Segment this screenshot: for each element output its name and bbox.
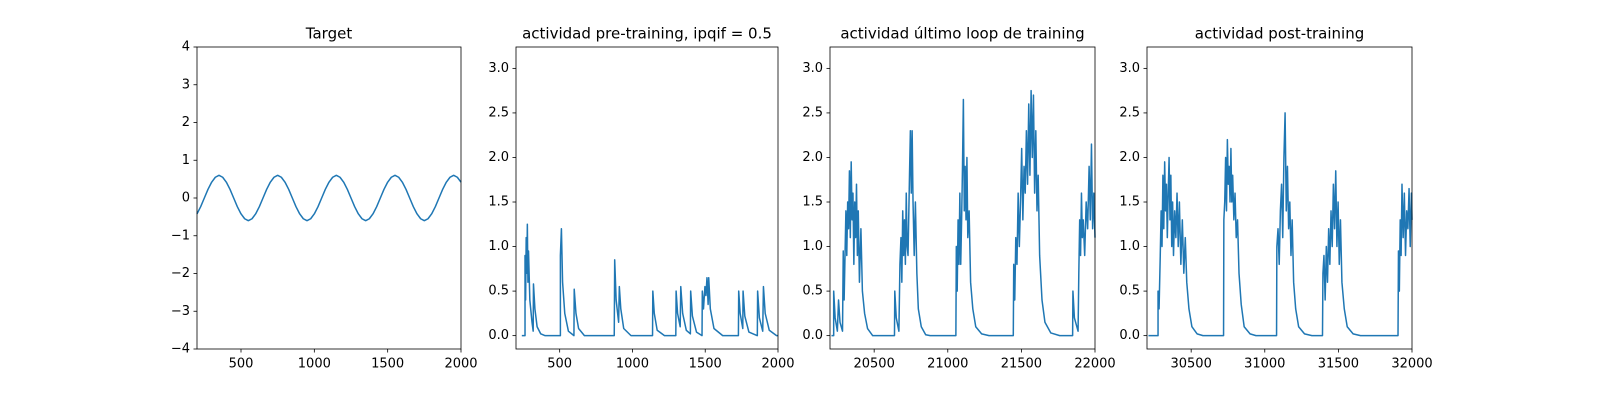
y-tick-label: 0.5 (488, 284, 509, 299)
y-tick-label: 3 (182, 77, 190, 92)
y-tick-label: 4 (182, 40, 190, 55)
x-tick-label: 21000 (927, 357, 968, 372)
x-tick-label: 30500 (1170, 357, 1211, 372)
y-tick-label: 3.0 (802, 61, 823, 76)
y-tick-label: 2.5 (488, 105, 509, 120)
y-tick-label: −1 (171, 228, 190, 243)
y-tick-label: 1.5 (1119, 195, 1140, 210)
x-tick-label: 1500 (689, 357, 722, 372)
y-tick-label: 1.5 (802, 195, 823, 210)
x-tick-label: 2000 (761, 357, 794, 372)
axes-frame (1146, 46, 1413, 350)
y-tick-label: 1.5 (488, 195, 509, 210)
y-tick-label: −3 (171, 304, 190, 319)
y-tick-label: 3.0 (488, 61, 509, 76)
x-tick-label: 1500 (371, 357, 404, 372)
axes-frame (515, 46, 779, 350)
y-tick-label: 0.0 (1119, 328, 1140, 343)
x-tick-label: 21500 (1001, 357, 1042, 372)
x-tick-label: 500 (547, 357, 572, 372)
x-tick-label: 20500 (853, 357, 894, 372)
data-line (521, 223, 778, 337)
data-line (831, 89, 1096, 337)
y-tick-label: 2.0 (802, 150, 823, 165)
y-tick-label: 0.0 (488, 328, 509, 343)
y-tick-label: 0.0 (802, 328, 823, 343)
chart-title: Target (305, 25, 353, 43)
y-tick-label: 0.5 (802, 284, 823, 299)
chart-title: actividad último loop de training (840, 25, 1084, 43)
chart-title: actividad post-training (1195, 25, 1364, 43)
y-tick-label: 2 (182, 115, 190, 130)
y-tick-label: −2 (171, 266, 190, 281)
y-tick-label: 0.5 (1119, 284, 1140, 299)
x-tick-label: 500 (229, 357, 254, 372)
x-tick-label: 31000 (1244, 357, 1285, 372)
y-tick-label: 2.5 (802, 105, 823, 120)
y-tick-label: 1.0 (488, 239, 509, 254)
x-tick-label: 1000 (616, 357, 649, 372)
x-tick-label: 31500 (1318, 357, 1359, 372)
axes-frame (829, 46, 1096, 350)
x-tick-label: 32000 (1391, 357, 1432, 372)
y-tick-label: 1 (182, 153, 190, 168)
data-line (1148, 112, 1413, 337)
axes-frame (196, 46, 462, 350)
y-tick-label: 1.0 (1119, 239, 1140, 254)
data-line (196, 174, 462, 222)
chart-title: actividad pre-training, ipqif = 0.5 (522, 25, 772, 43)
y-tick-label: 2.0 (488, 150, 509, 165)
x-tick-label: 1000 (298, 357, 331, 372)
x-tick-label: 22000 (1074, 357, 1115, 372)
y-tick-label: 1.0 (802, 239, 823, 254)
y-tick-label: 2.0 (1119, 150, 1140, 165)
y-tick-label: 0 (182, 191, 190, 206)
y-tick-label: 2.5 (1119, 105, 1140, 120)
y-tick-label: −4 (171, 342, 190, 357)
y-tick-label: 3.0 (1119, 61, 1140, 76)
x-tick-label: 2000 (444, 357, 477, 372)
